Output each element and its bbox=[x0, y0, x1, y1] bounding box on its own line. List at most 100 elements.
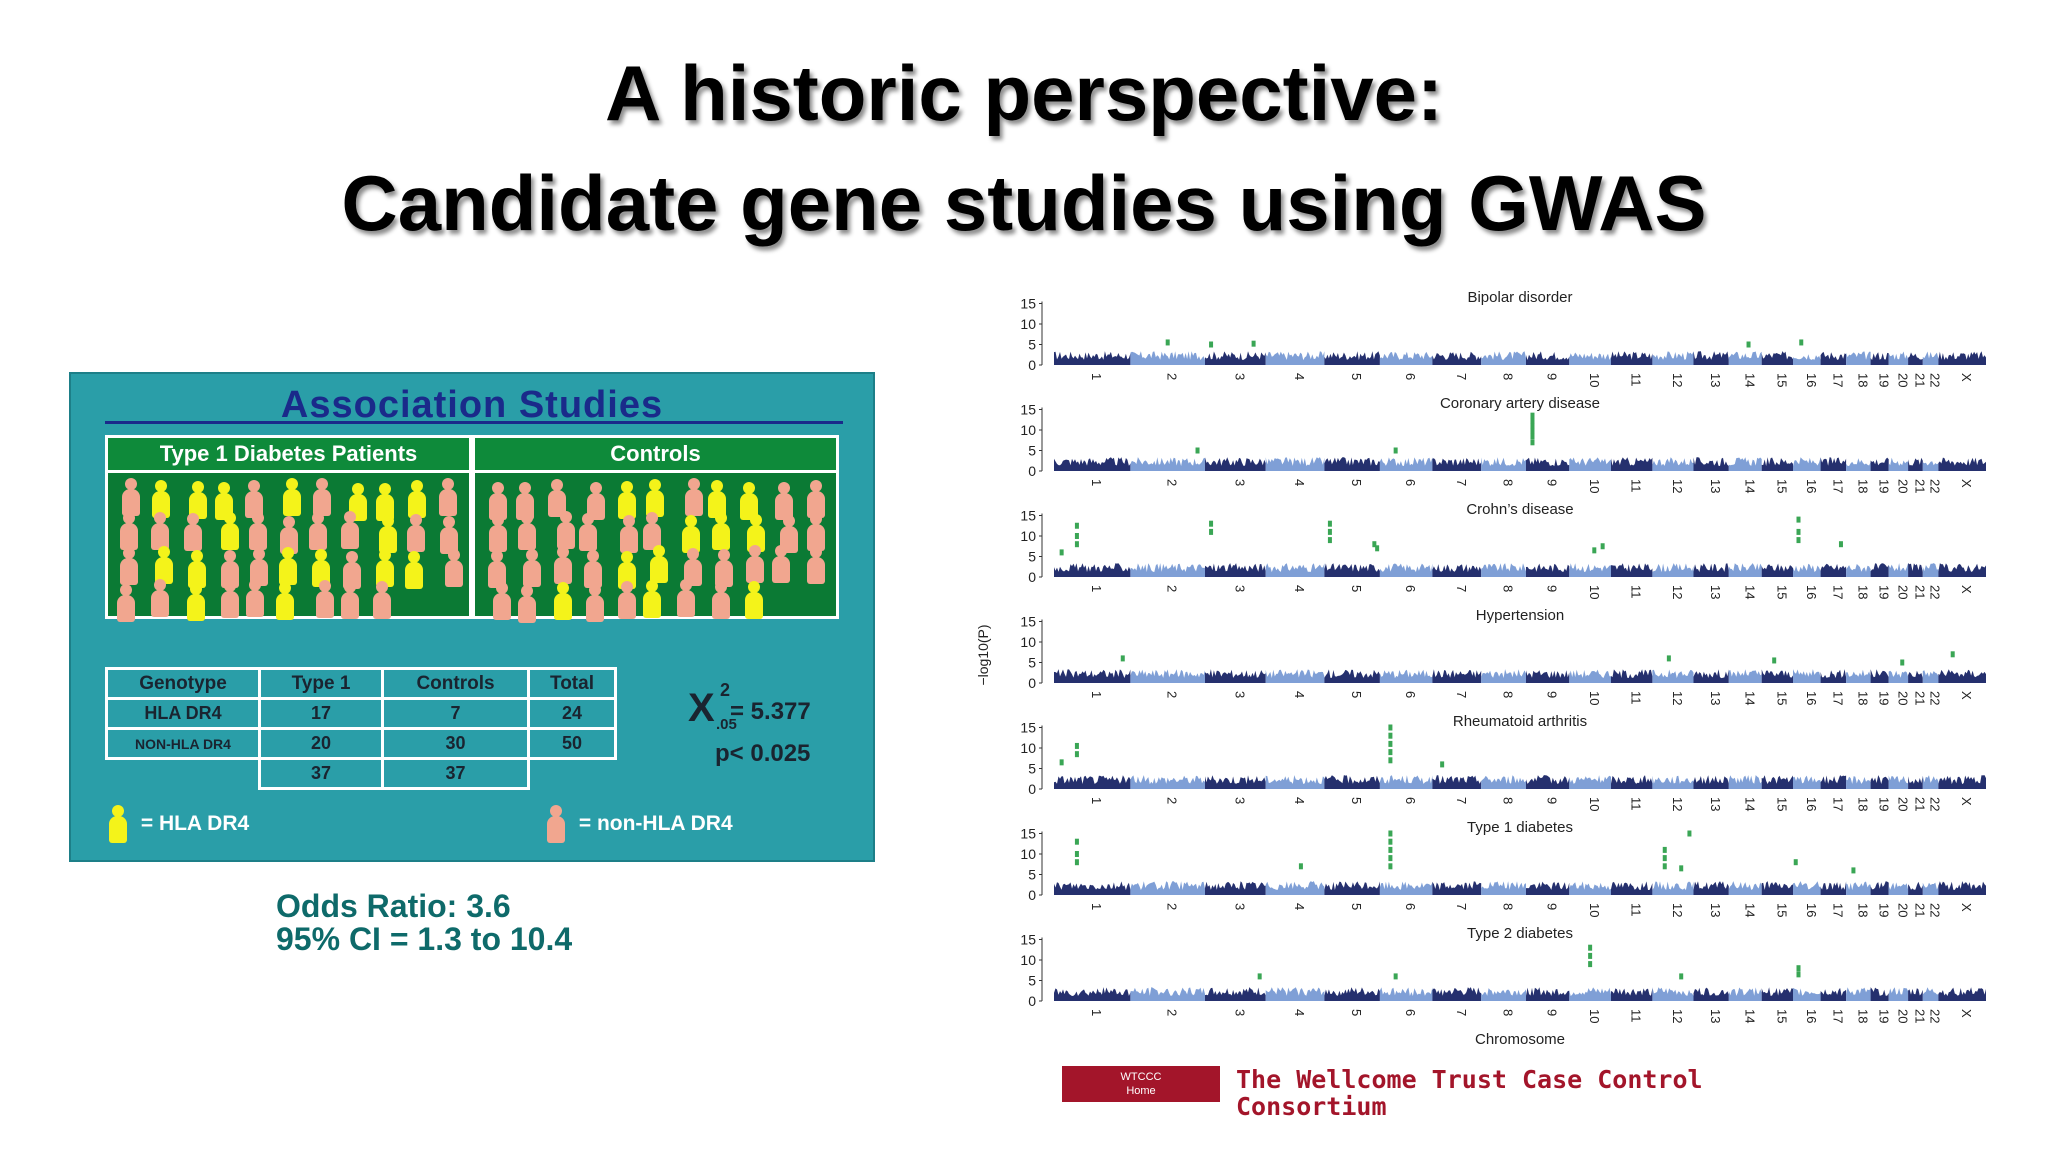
non-hla-person-icon bbox=[244, 479, 263, 518]
x-tick-label: 19 bbox=[1877, 479, 1892, 493]
hla-person-icon bbox=[155, 545, 174, 584]
y-tick-label: 10 bbox=[1020, 846, 1036, 862]
chromosome-band-11 bbox=[1611, 775, 1653, 789]
non-hla-person-icon bbox=[220, 580, 239, 619]
non-hla-person-icon bbox=[583, 549, 602, 588]
cell-controls-total: 37 bbox=[381, 757, 530, 790]
significant-snp bbox=[1388, 757, 1393, 764]
chromosome-band-2 bbox=[1130, 351, 1205, 365]
significant-snp bbox=[1388, 749, 1393, 756]
x-tick-label: 12 bbox=[1670, 585, 1685, 599]
y-tick-label: 15 bbox=[1020, 720, 1036, 736]
non-hla-person-icon bbox=[183, 513, 202, 552]
x-tick-label: 6 bbox=[1403, 1009, 1418, 1016]
logo-line1: WTCCC bbox=[1120, 1071, 1162, 1083]
header-total: Total bbox=[527, 667, 617, 700]
chromosome-band-15 bbox=[1761, 775, 1793, 789]
x-tick-label: 19 bbox=[1877, 1009, 1892, 1023]
chromosome-band-5 bbox=[1324, 457, 1380, 471]
chromosome-band-21 bbox=[1908, 988, 1923, 1001]
hla-person-icon bbox=[554, 582, 573, 621]
significant-snp bbox=[1600, 543, 1605, 550]
y-tick-label: 15 bbox=[1020, 614, 1036, 630]
association-title: Association Studies bbox=[280, 384, 664, 426]
significant-snp bbox=[1772, 657, 1777, 664]
x-tick-label: 2 bbox=[1165, 903, 1180, 910]
chromosome-band-13 bbox=[1693, 987, 1729, 1001]
x-tick-label: 21 bbox=[1912, 479, 1927, 493]
y-tick-label: 5 bbox=[1028, 655, 1036, 671]
non-hla-person-icon bbox=[547, 805, 565, 843]
x-tick-label: 8 bbox=[1501, 373, 1516, 380]
y-tick-label: 5 bbox=[1028, 443, 1036, 459]
genotype-table: Genotype Type 1 Controls Total HLA DR4 1… bbox=[105, 667, 617, 790]
cell-blank bbox=[107, 759, 260, 789]
hla-person-icon bbox=[376, 482, 395, 521]
chromosome-band-21 bbox=[1908, 352, 1923, 365]
chi-square-stat: X 2 .05 = 5.377 bbox=[688, 680, 811, 733]
hla-person-icon bbox=[276, 582, 295, 621]
x-tick-label: 14 bbox=[1742, 373, 1757, 387]
non-hla-person-icon bbox=[407, 513, 426, 552]
x-tick-label: 16 bbox=[1804, 479, 1819, 493]
significant-snp bbox=[1074, 751, 1079, 758]
non-hla-person-icon bbox=[444, 548, 463, 587]
controls-figures bbox=[475, 473, 836, 623]
chromosome-band-12 bbox=[1652, 457, 1694, 471]
chromosome-band-11 bbox=[1611, 457, 1653, 471]
x-tick-label: 2 bbox=[1165, 797, 1180, 804]
chromosome-band-5 bbox=[1324, 351, 1380, 365]
hla-person-icon bbox=[650, 545, 669, 584]
chromosome-band-6 bbox=[1379, 881, 1433, 895]
significant-snp bbox=[1388, 740, 1393, 747]
x-tick-label: 10 bbox=[1587, 585, 1602, 599]
y-tick-label: 5 bbox=[1028, 549, 1036, 565]
chromosome-band-6 bbox=[1379, 987, 1433, 1001]
header-type1: Type 1 bbox=[258, 667, 384, 700]
chromosome-band-8 bbox=[1481, 775, 1526, 789]
non-hla-person-icon bbox=[372, 581, 391, 620]
non-hla-person-icon bbox=[523, 549, 542, 588]
non-hla-person-icon bbox=[712, 580, 731, 619]
chromosome-band-20 bbox=[1888, 457, 1909, 471]
non-hla-person-icon bbox=[617, 580, 636, 619]
chromosome-band-12 bbox=[1652, 563, 1694, 577]
chromosome-band-22 bbox=[1922, 987, 1939, 1001]
significant-snp bbox=[1327, 537, 1332, 544]
y-tick-label: 15 bbox=[1020, 402, 1036, 418]
chromosome-band-2 bbox=[1130, 457, 1205, 471]
chromosome-band-3 bbox=[1205, 457, 1266, 471]
x-tick-label: 12 bbox=[1670, 797, 1685, 811]
panel-title: Coronary artery disease bbox=[1440, 395, 1600, 412]
x-tick-label: 21 bbox=[1912, 1009, 1927, 1023]
significant-snp bbox=[1440, 761, 1445, 768]
significant-snp bbox=[1796, 971, 1801, 978]
hla-person-icon bbox=[746, 513, 765, 552]
patients-figures bbox=[108, 473, 469, 622]
legend-hla: = HLA DR4 bbox=[109, 805, 249, 843]
chromosome-band-6 bbox=[1379, 775, 1433, 789]
chromosome-band-4 bbox=[1265, 881, 1325, 895]
x-tick-label: 20 bbox=[1895, 373, 1910, 387]
y-axis-label: −log10(P) bbox=[975, 624, 991, 685]
chromosome-band-3 bbox=[1205, 987, 1266, 1001]
y-tick-label: 0 bbox=[1028, 781, 1036, 797]
x-tick-label: 19 bbox=[1877, 691, 1892, 705]
chromosome-band-16 bbox=[1793, 987, 1821, 1001]
wtccc-home-button[interactable]: WTCCC Home bbox=[1062, 1066, 1220, 1102]
hla-person-icon bbox=[279, 547, 298, 586]
chromosome-band-3 bbox=[1205, 775, 1266, 789]
chromosome-band-20 bbox=[1888, 775, 1909, 789]
chromosome-band-12 bbox=[1652, 987, 1694, 1001]
x-tick-label: 14 bbox=[1742, 903, 1757, 917]
x-tick-label: 13 bbox=[1708, 691, 1723, 705]
chromosome-band-5 bbox=[1324, 987, 1380, 1001]
chromosome-band-8 bbox=[1481, 988, 1526, 1001]
y-tick-label: 5 bbox=[1028, 337, 1036, 353]
x-tick-label: 13 bbox=[1708, 797, 1723, 811]
chi-symbol: X bbox=[688, 686, 715, 730]
significant-snp bbox=[1799, 339, 1804, 346]
hla-person-icon bbox=[404, 550, 423, 589]
x-tick-label: 18 bbox=[1855, 479, 1870, 493]
